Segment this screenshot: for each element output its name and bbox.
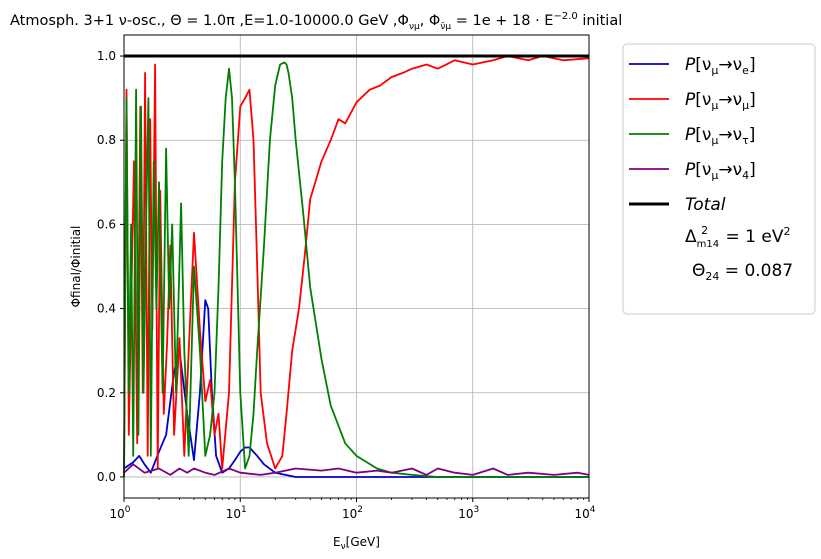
- ann-sub2: 24: [705, 270, 719, 283]
- legend-p: P: [685, 55, 696, 75]
- ann-val: = 0.087: [719, 261, 793, 281]
- legend-close: ]: [749, 125, 756, 145]
- legend-sub1: μ: [711, 169, 718, 182]
- legend-br: [ν: [695, 90, 711, 110]
- legend-p: P: [685, 125, 696, 145]
- y-tick-label: 0.8: [97, 133, 116, 147]
- legend-arrow: →ν: [718, 125, 742, 145]
- x-tick-exp: 2: [357, 505, 363, 515]
- y-tick-label: 0.0: [97, 470, 116, 484]
- title-sup: −2.0: [553, 11, 577, 22]
- legend-label: P[νμ→νe]: [685, 55, 756, 77]
- legend-sub1: μ: [711, 64, 718, 77]
- x-tick-base: 10: [574, 507, 589, 521]
- ann-theta: Θ: [692, 261, 705, 281]
- legend-box: [622, 43, 816, 315]
- title-tail: initial: [578, 13, 622, 29]
- x-tick-label: 100: [109, 505, 130, 521]
- y-tick-label: 0.4: [97, 302, 116, 316]
- x-tick-label: 103: [458, 505, 479, 521]
- x-tick-base: 10: [342, 507, 357, 521]
- x-tick-exp: 1: [241, 505, 247, 515]
- chart-title: Atmosph. 3+1 ν-osc., Θ = 1.0π ,E=1.0-100…: [10, 11, 622, 32]
- legend-close: ]: [749, 90, 756, 110]
- legend-arrow: →ν: [718, 55, 742, 75]
- title-sub: νμ: [409, 22, 420, 32]
- x-tick-base: 10: [109, 507, 124, 521]
- legend-sub2: τ: [742, 134, 749, 147]
- x-tick-base: 10: [226, 507, 241, 521]
- x-tick-label: 102: [342, 505, 363, 521]
- legend-sub2: μ: [742, 99, 749, 112]
- y-tick-label: 1.0: [97, 49, 116, 63]
- legend-annotation-1: Δm142 = 1 eV2: [685, 224, 790, 250]
- y-axis-label: Φfinal/Φinitial: [69, 226, 83, 308]
- y-tick-label: 0.2: [97, 386, 116, 400]
- legend-label: P[νμ→ν4]: [685, 160, 756, 182]
- ann-sup: 2: [701, 224, 708, 237]
- legend-close: ]: [749, 160, 756, 180]
- series-line-2: [123, 61, 589, 478]
- series-line-1: [123, 55, 590, 478]
- legend-label: P[νμ→νμ]: [685, 90, 756, 112]
- legend-annotation-2: Θ24 = 0.087: [692, 261, 793, 283]
- x-tick-exp: 3: [474, 505, 480, 515]
- x-tick-label: 101: [226, 505, 247, 521]
- legend-br: [ν: [695, 55, 711, 75]
- ann-sub: m14: [697, 239, 719, 250]
- series-line-0: [123, 299, 589, 478]
- legend-sub1: μ: [711, 134, 718, 147]
- legend-sub1: μ: [711, 99, 718, 112]
- x-tick-base: 10: [458, 507, 473, 521]
- y-ticks: 0.0 0.2 0.4 0.6 0.8 1.0: [97, 49, 124, 484]
- x-axis-label: Eν[GeV]: [333, 535, 380, 552]
- title-sub2: ν̄μ: [440, 22, 451, 32]
- legend-label: Total: [685, 195, 726, 215]
- legend-close: ]: [749, 55, 756, 75]
- title-mid: , Φ: [420, 13, 441, 29]
- legend-sub2: 4: [742, 169, 749, 182]
- x-label-unit: [GeV]: [346, 535, 380, 549]
- x-label-main: E: [333, 535, 341, 549]
- x-ticks: 100 101 102 103 104: [109, 498, 596, 521]
- y-tick-label: 0.6: [97, 217, 116, 231]
- x-label-sub: ν: [341, 542, 346, 552]
- x-tick-exp: 4: [590, 505, 596, 515]
- legend-arrow: →ν: [718, 90, 742, 110]
- legend-p: P: [685, 90, 696, 110]
- legend-sub2: e: [742, 64, 749, 77]
- ann-delta: Δ: [685, 227, 697, 247]
- legend-label: P[νμ→ντ]: [685, 125, 755, 147]
- ann-sup2: 2: [783, 225, 790, 238]
- title-main: Atmosph. 3+1 ν-osc., Θ = 1.0π ,E=1.0-100…: [10, 13, 409, 29]
- title-end: = 1e + 18 · E: [451, 13, 553, 29]
- legend-p: P: [685, 160, 696, 180]
- x-tick-label: 104: [574, 505, 595, 521]
- legend-arrow: →ν: [718, 160, 742, 180]
- ann-eq: = 1 eV: [720, 227, 784, 247]
- legend: P[νμ→νe]P[νμ→νμ]P[νμ→ντ]P[νμ→ν4]TotalΔm1…: [622, 43, 816, 315]
- series-group: [123, 54, 590, 478]
- x-tick-exp: 0: [125, 505, 131, 515]
- legend-br: [ν: [695, 125, 711, 145]
- legend-br: [ν: [695, 160, 711, 180]
- series-line-3: [123, 463, 590, 476]
